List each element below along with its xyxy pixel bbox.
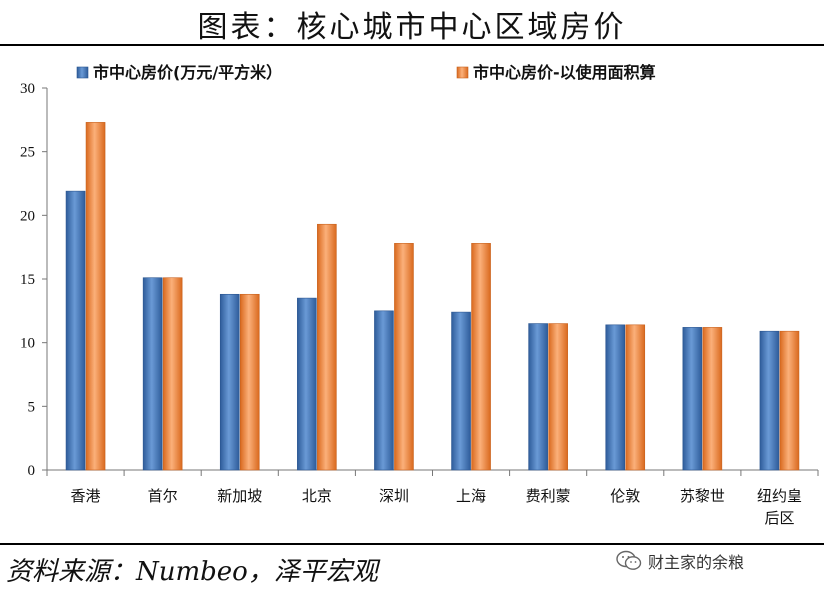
y-tick-label: 10 bbox=[20, 336, 35, 352]
bar-series2 bbox=[625, 324, 646, 471]
bar-series1 bbox=[605, 324, 626, 471]
y-tick-label: 30 bbox=[20, 81, 35, 97]
watermark-text: 财主家的余粮 bbox=[648, 553, 745, 572]
bar-series2 bbox=[85, 122, 106, 471]
x-tick-label: 北京 bbox=[302, 487, 332, 505]
legend-swatch-2 bbox=[456, 66, 469, 79]
x-tick-label: 深圳 bbox=[379, 487, 409, 505]
bar-series1 bbox=[65, 190, 86, 471]
wechat-icon bbox=[616, 550, 642, 570]
source-note: 资料来源：Numbeo，泽平宏观 bbox=[6, 557, 378, 587]
bar-series2 bbox=[702, 327, 723, 471]
bottom-rule bbox=[0, 543, 824, 545]
bar-series1 bbox=[297, 297, 317, 471]
x-tick-label: 伦敦 bbox=[610, 487, 640, 505]
y-tick-label: 0 bbox=[28, 463, 36, 479]
bar-series1 bbox=[759, 330, 780, 471]
bar-series1 bbox=[451, 311, 471, 471]
legend: 市中心房价(万元/平方米） 市中心房价-以使用面积算 bbox=[76, 63, 656, 82]
legend-label-2: 市中心房价-以使用面积算 bbox=[473, 63, 656, 82]
x-tick-label: 后区 bbox=[764, 509, 794, 527]
top-rule bbox=[0, 44, 824, 46]
x-tick-label: 纽约皇 bbox=[757, 487, 802, 505]
bar-series1 bbox=[682, 327, 703, 471]
x-tick-label: 苏黎世 bbox=[680, 487, 725, 505]
bar-series2 bbox=[239, 293, 260, 471]
bar-series1 bbox=[374, 310, 394, 471]
x-tick-label: 香港 bbox=[71, 487, 101, 505]
x-tick-label: 新加坡 bbox=[217, 487, 262, 505]
y-tick-label: 25 bbox=[20, 145, 35, 161]
bar-series1 bbox=[219, 293, 240, 471]
watermark: 财主家的余粮 bbox=[616, 548, 744, 574]
y-tick-label: 5 bbox=[28, 399, 36, 415]
chart-title: 图表：核心城市中心区域房价 bbox=[197, 10, 627, 45]
x-tick-label: 首尔 bbox=[148, 487, 178, 505]
legend-label-1: 市中心房价(万元/平方米） bbox=[93, 63, 282, 82]
y-tick-label: 15 bbox=[20, 272, 35, 288]
x-tick-label: 费利蒙 bbox=[526, 487, 571, 505]
bar-series2 bbox=[548, 323, 568, 471]
bar-series2 bbox=[471, 243, 491, 471]
x-tick-label: 上海 bbox=[456, 487, 486, 505]
bars bbox=[65, 122, 800, 471]
bar-series1 bbox=[142, 277, 163, 471]
bar-series2 bbox=[317, 223, 337, 471]
bar-series2 bbox=[394, 243, 414, 471]
bar-series1 bbox=[528, 323, 548, 471]
bar-series2 bbox=[779, 330, 800, 471]
legend-swatch-1 bbox=[76, 66, 89, 79]
y-tick-label: 20 bbox=[20, 208, 35, 224]
bar-series2 bbox=[162, 277, 183, 471]
